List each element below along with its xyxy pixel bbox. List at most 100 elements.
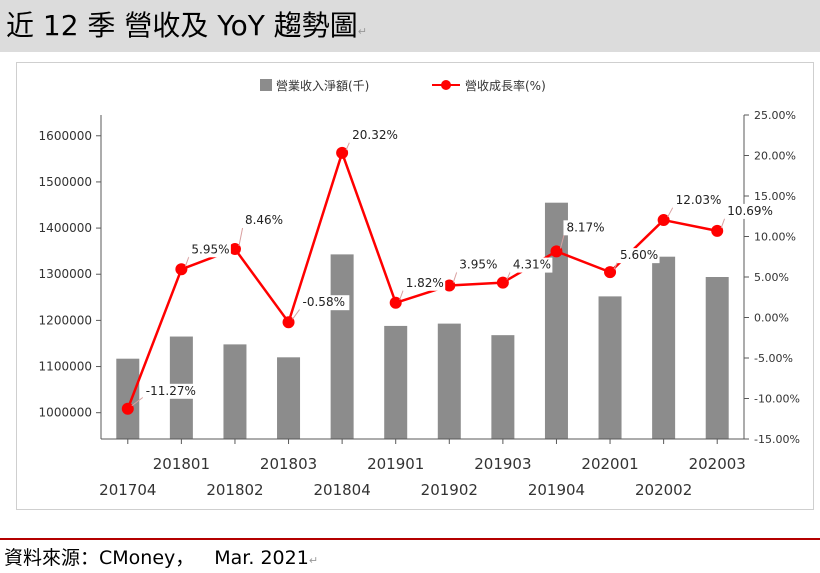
x-axis-label: 201904 [528,481,585,499]
right-axis-tick-label: 0.00% [754,312,789,325]
revenue-bar [223,344,247,439]
growth-label-bg [672,193,723,209]
revenue-bar [652,256,676,439]
growth-label-bg [509,257,553,273]
revenue-bar [491,335,515,439]
right-axis-tick-label: -15.00% [754,433,800,446]
growth-data-label: 8.17% [566,220,604,234]
growth-label-bg [142,383,200,399]
growth-marker [496,276,509,289]
right-axis-tick-label: -10.00% [754,393,800,406]
growth-label-leader [292,307,301,320]
chart-frame: 營業收入淨額(千) 營收成長率(%) 1000000 1100000 1200000… [16,62,814,510]
legend-line-label: 營收成長率(%) [465,78,546,93]
x-axis-label: 201804 [313,481,370,499]
right-axis-tick-label: 25.00% [754,109,796,122]
footer: 資料來源：CMoney， Mar. 2021↵ [4,546,318,573]
right-axis-tick-label: 20.00% [754,150,796,163]
right-axis-tick-label: 10.00% [754,231,796,244]
revenue-bar [384,325,408,439]
legend: 營業收入淨額(千) 營收成長率(%) [260,78,546,93]
growth-data-label: -0.58% [303,295,345,309]
growth-label-bg [724,203,775,219]
growth-marker [175,263,188,276]
growth-label-bg [563,220,606,236]
growth-marker [443,279,456,292]
growth-label-bg [299,295,350,311]
left-axis-tick-label: 1000000 [39,406,92,420]
page-title-text: 近 12 季 營收及 YoY 趨勢圖 [6,9,358,42]
growth-label-leader [559,233,565,249]
growth-marker [228,242,241,255]
growth-label-leader [238,225,244,247]
growth-data-label: 3.95% [459,258,497,272]
growth-marker [550,245,563,258]
x-axis-label: 201704 [99,481,156,499]
growth-data-label: 5.60% [620,248,658,262]
x-axis: 201704 201801 201802 201803 201804 201901 2019… [99,438,746,499]
revenue-bar [544,202,568,439]
return-mark: ↵ [357,25,367,38]
page-title: 近 12 季 營收及 YoY 趨勢圖↵ [6,8,367,50]
growth-marker [282,316,295,329]
growth-label-bg [456,257,499,273]
legend-bar-label: 營業收入淨額(千) [276,79,369,93]
right-axis-tick-label: 15.00% [754,190,796,203]
growth-label-leader [131,396,145,407]
growth-data-label: 4.31% [513,258,551,272]
growth-data-label: 1.82% [406,276,444,290]
growth-label-bg [188,242,231,258]
left-axis-tick-label: 1500000 [39,175,92,189]
growth-marker [604,266,617,279]
x-axis-label: 201801 [153,455,210,473]
growth-marker [389,296,402,309]
footer-rule [0,538,820,540]
x-axis-label: 201902 [421,481,478,499]
growth-marker [336,146,349,159]
left-axis-tick-label: 1600000 [39,129,92,143]
revenue-bar [437,323,461,439]
x-axis-label: 201802 [206,481,263,499]
x-axis-label: 202001 [581,455,638,473]
left-axis-tick-label: 1300000 [39,267,92,281]
line-series: -11.27% 5.95% 8.46% -0.58% 20.32% 1.82% 3.95% 4… [121,127,775,415]
growth-marker [121,402,134,415]
growth-label-bg [349,127,399,143]
x-axis-label: 201803 [260,455,317,473]
legend-line-marker [441,80,451,90]
x-axis-label: 201901 [367,455,424,473]
right-axis-tick-label: 5.00% [754,271,789,284]
revenue-bar [598,296,622,439]
x-axis-label: 202002 [635,481,692,499]
footer-return-mark: ↵ [308,554,319,567]
left-axis-tick-label: 1100000 [39,360,92,374]
chart: 營業收入淨額(千) 營收成長率(%) 1000000 1100000 1200000… [39,78,800,499]
header-band [0,0,820,52]
footer-source: 資料來源：CMoney， [4,547,195,569]
right-axis-tick-label: -5.00% [754,352,793,365]
revenue-bar [116,358,140,439]
growth-data-label: 12.03% [676,193,722,207]
growth-data-label: 10.69% [727,204,773,218]
growth-label-bg [241,212,285,228]
right-axis: -15.00% -10.00% -5.00% 0.00% 5.00% 10.00% 15.0… [743,109,800,446]
growth-data-label: 5.95% [191,242,229,256]
growth-data-label: -11.27% [146,384,196,398]
x-axis-label: 201903 [474,455,531,473]
revenue-bar [705,277,729,439]
growth-data-label: 20.32% [352,128,398,142]
left-axis-tick-label: 1200000 [39,313,92,327]
footer-date: Mar. 2021 [214,547,309,569]
left-axis-tick-label: 1400000 [39,221,92,235]
growth-label-bg [617,248,660,264]
legend-bar-swatch [260,79,272,91]
growth-label-bg [402,275,446,291]
left-axis: 1000000 1100000 1200000 1300000 1400000 15000… [39,115,102,439]
revenue-bar [330,254,354,439]
growth-data-label: 8.46% [245,213,283,227]
revenue-bar [277,357,301,439]
x-axis-label: 202003 [689,455,746,473]
growth-marker [711,224,724,237]
growth-marker [657,214,670,227]
bar-series [116,202,729,439]
